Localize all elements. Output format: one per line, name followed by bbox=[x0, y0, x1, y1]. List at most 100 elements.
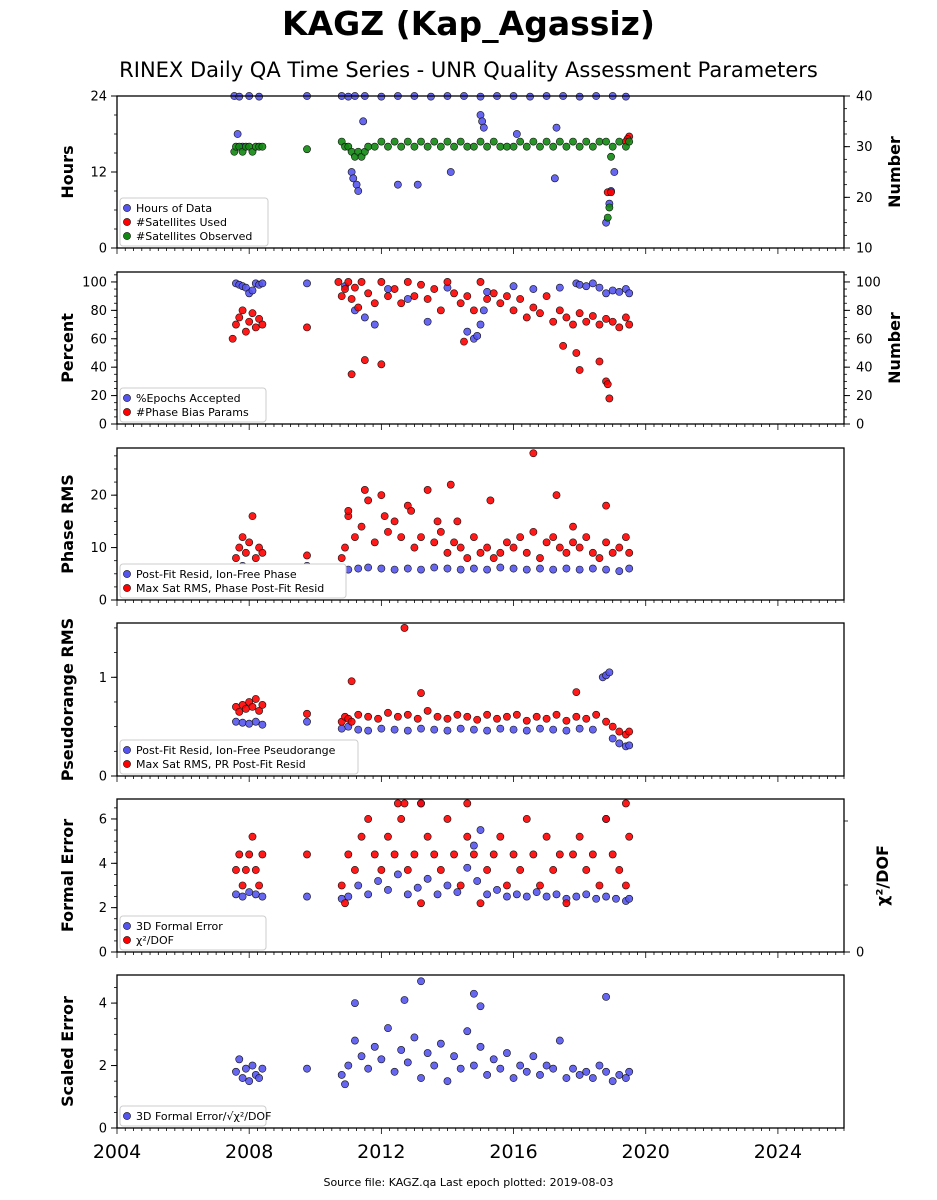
data-point-green bbox=[410, 142, 419, 151]
data-point-blue bbox=[374, 877, 382, 885]
data-point-blue bbox=[615, 287, 624, 296]
y-axis-label-right: Number bbox=[885, 136, 904, 208]
data-point-red bbox=[354, 303, 363, 312]
data-point-red bbox=[602, 314, 610, 323]
data-point-blue bbox=[377, 1055, 386, 1064]
y-tick-label: 40 bbox=[90, 361, 107, 376]
y-tick-label: 1 bbox=[99, 671, 107, 686]
data-point-red bbox=[602, 538, 610, 547]
data-point-blue bbox=[390, 565, 399, 574]
data-point-red bbox=[588, 850, 597, 859]
data-point-red bbox=[384, 527, 392, 536]
data-point-blue bbox=[354, 564, 363, 573]
data-point-red bbox=[625, 320, 634, 329]
data-point-red bbox=[453, 710, 462, 719]
data-point-blue bbox=[443, 564, 452, 573]
data-point-blue bbox=[360, 313, 369, 322]
panel-2: 0 20 40 60 80 100 0 20 40 60 80 100 Percent Number %Ep… bbox=[58, 271, 904, 433]
data-point-blue bbox=[443, 726, 452, 735]
legend-marker bbox=[123, 204, 131, 212]
data-point-red bbox=[603, 380, 612, 389]
data-point-blue bbox=[582, 1067, 591, 1076]
data-point-red bbox=[235, 707, 244, 716]
data-point-red bbox=[347, 370, 356, 379]
data-point-blue bbox=[417, 724, 425, 733]
data-point-red bbox=[503, 881, 511, 890]
data-point-blue bbox=[397, 1046, 406, 1054]
data-point-red bbox=[476, 899, 485, 908]
data-point-red bbox=[436, 527, 445, 536]
data-point-blue bbox=[359, 117, 368, 126]
data-point-red bbox=[483, 710, 492, 719]
data-point-red bbox=[496, 548, 505, 557]
data-point-green bbox=[384, 142, 392, 151]
data-point-blue bbox=[403, 890, 412, 899]
data-point-blue bbox=[575, 724, 584, 733]
data-point-red bbox=[469, 850, 478, 859]
data-point-blue bbox=[602, 1067, 610, 1076]
data-point-blue bbox=[443, 881, 452, 890]
data-point-blue bbox=[588, 725, 597, 734]
data-point-red bbox=[456, 881, 465, 890]
data-point-green bbox=[364, 142, 373, 151]
data-point-red bbox=[410, 543, 419, 552]
data-point-blue bbox=[430, 1061, 439, 1070]
data-point-red bbox=[572, 688, 581, 696]
data-point-blue bbox=[456, 565, 465, 574]
data-point-green bbox=[403, 137, 412, 146]
data-point-blue bbox=[622, 1074, 630, 1082]
data-point-red bbox=[248, 512, 257, 521]
data-point-green bbox=[436, 142, 445, 151]
data-point-red bbox=[334, 278, 343, 286]
data-point-blue bbox=[625, 1067, 634, 1076]
legend-box bbox=[119, 915, 267, 951]
data-point-red bbox=[549, 533, 558, 542]
data-point-red bbox=[622, 313, 630, 322]
data-point-blue bbox=[532, 888, 541, 897]
y-tick-label: 100 bbox=[82, 275, 107, 290]
x-tick-label: 2012 bbox=[357, 1141, 405, 1163]
data-point-blue bbox=[417, 977, 425, 986]
data-point-red bbox=[417, 689, 425, 697]
data-point-red bbox=[582, 714, 591, 723]
data-point-red bbox=[400, 624, 409, 632]
data-point-blue bbox=[377, 724, 386, 733]
data-point-blue bbox=[479, 123, 488, 132]
data-point-red bbox=[496, 299, 505, 308]
data-point-blue bbox=[341, 1080, 349, 1089]
data-point-red bbox=[582, 866, 591, 874]
plot-frame bbox=[116, 974, 845, 1129]
data-point-blue bbox=[258, 720, 267, 729]
data-point-blue bbox=[377, 564, 386, 573]
data-point-red bbox=[529, 527, 538, 536]
data-point-red bbox=[410, 292, 419, 301]
data-point-red bbox=[235, 543, 244, 552]
legend-marker bbox=[123, 408, 131, 416]
data-point-red bbox=[486, 496, 495, 505]
data-point-red bbox=[575, 832, 584, 841]
data-point-blue bbox=[417, 565, 425, 574]
data-point-blue bbox=[522, 726, 531, 735]
data-point-red bbox=[430, 850, 439, 859]
data-point-blue bbox=[469, 1061, 478, 1070]
data-point-blue bbox=[258, 892, 267, 901]
data-point-blue bbox=[479, 306, 488, 315]
data-point-red bbox=[493, 714, 501, 723]
data-point-blue bbox=[354, 187, 363, 195]
data-point-red bbox=[393, 799, 402, 808]
legend-label: 3D Formal Error/√χ²/DOF bbox=[136, 1110, 271, 1123]
data-point-red bbox=[238, 306, 247, 315]
data-point-red bbox=[446, 480, 455, 489]
data-point-red bbox=[622, 881, 630, 890]
data-point-blue bbox=[483, 1071, 492, 1079]
y-right-tick-label: 30 bbox=[856, 140, 873, 155]
data-point-blue bbox=[238, 718, 247, 727]
y-tick-label: 80 bbox=[90, 304, 107, 319]
data-point-blue bbox=[552, 890, 561, 899]
data-point-red bbox=[615, 727, 624, 736]
data-point-blue bbox=[241, 1064, 250, 1073]
data-point-blue bbox=[344, 1061, 353, 1070]
data-point-blue bbox=[403, 726, 412, 735]
data-point-red bbox=[575, 543, 584, 552]
